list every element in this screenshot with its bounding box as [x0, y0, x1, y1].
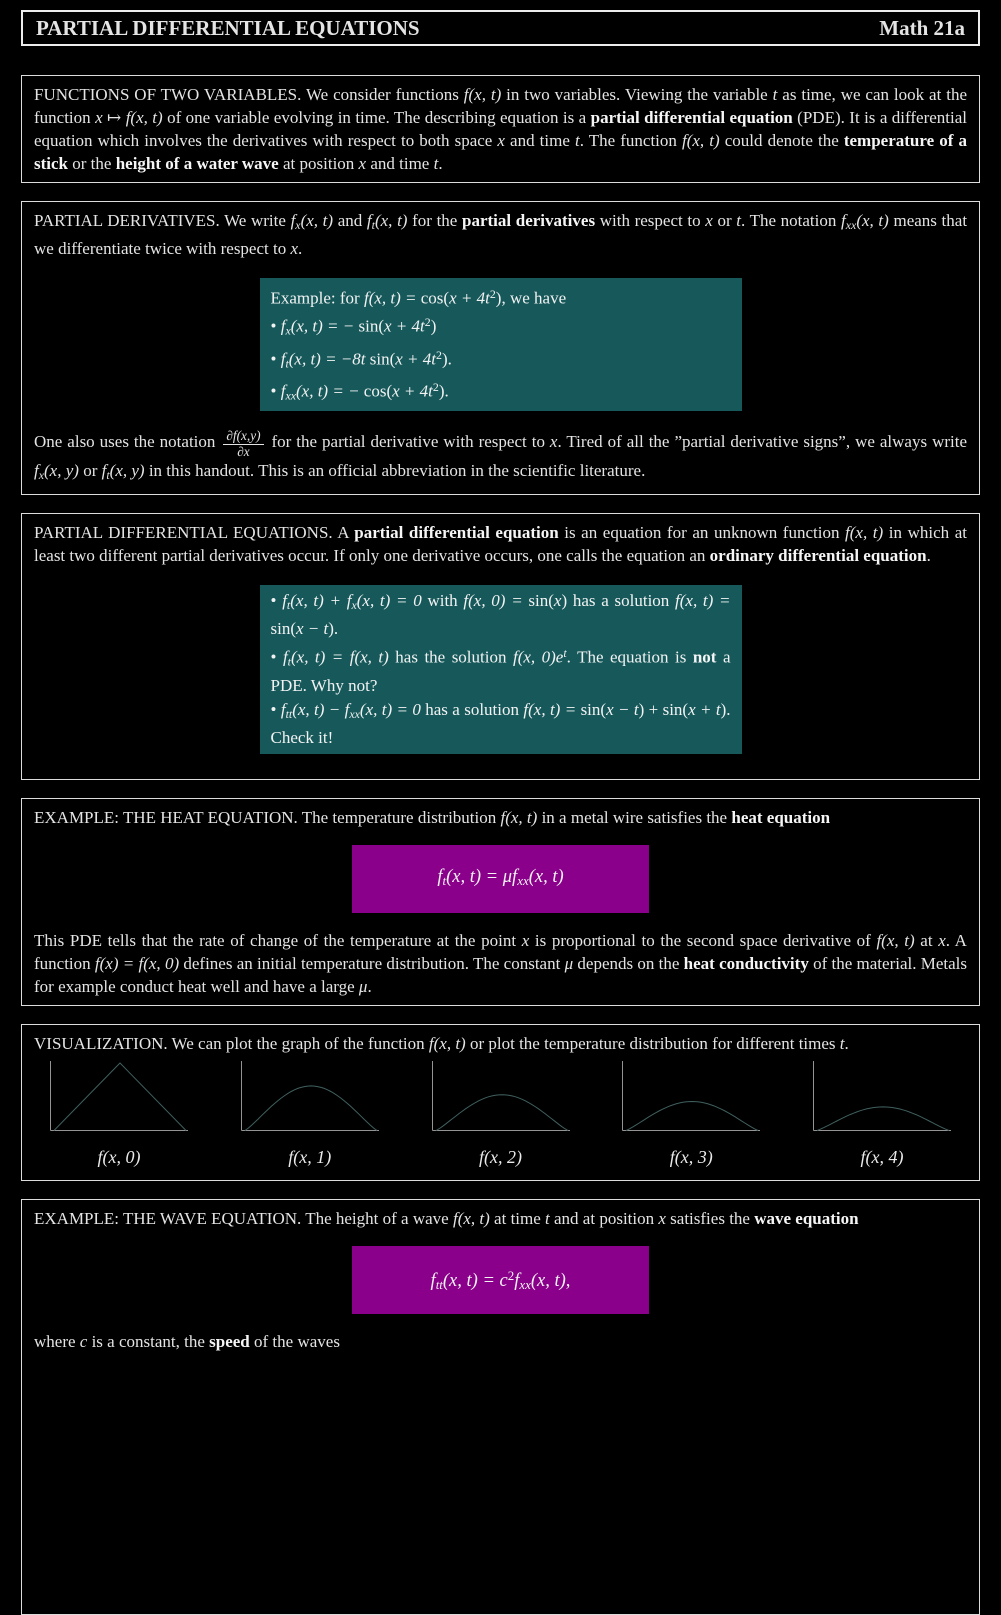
- plot-canvas: [813, 1060, 951, 1131]
- wave-equation-box: ftt(x, t) = c2fxx(x, t),: [352, 1245, 649, 1314]
- section-partial-derivatives: PARTIAL DERIVATIVES. We write fx(x, t) a…: [21, 201, 980, 496]
- plot-canvas: [622, 1060, 761, 1131]
- example-list-item: • ft(x, t) + fx(x, t) = 0 with f(x, 0) =…: [270, 591, 731, 639]
- plot-label: f(x, 1): [288, 1146, 332, 1167]
- course-label: Math 21a: [879, 16, 965, 40]
- section-wave-equation: EXAMPLE: THE WAVE EQUATION. The height o…: [21, 1198, 980, 1615]
- derivatives-note: One also uses the notation ∂f(x,y) ∂x for…: [34, 428, 967, 483]
- heat-equation: ft(x, t) = μfxx(x, t): [437, 866, 564, 888]
- page-title: PARTIAL DIFFERENTIAL EQUATIONS: [36, 16, 420, 40]
- plot: f(x, 3): [621, 1060, 761, 1169]
- example-list-item: • ftt(x, t) − fxx(x, t) = 0 has a soluti…: [270, 699, 731, 747]
- wave-outro: where c is a constant, the speed of the …: [34, 1331, 340, 1351]
- functions-paragraph: FUNCTIONS OF TWO VARIABLES. We consider …: [34, 85, 967, 173]
- plots-row: f(x, 0) f(x, 1) f(x, 2) f(x, 3) f(x, 4): [34, 1055, 967, 1173]
- temperature-curve: [435, 1093, 568, 1131]
- plot-label: f(x, 3): [669, 1146, 713, 1167]
- plot-label: f(x, 2): [479, 1146, 522, 1167]
- derivatives-intro: PARTIAL DERIVATIVES. We write fx(x, t) a…: [34, 211, 968, 258]
- visualization-intro: VISUALIZATION. We can plot the graph of …: [34, 1033, 849, 1053]
- wave-equation: ftt(x, t) = c2fxx(x, t),: [430, 1267, 571, 1292]
- plot: f(x, 1): [240, 1060, 380, 1169]
- plot-label: f(x, 4): [860, 1146, 904, 1167]
- plot-canvas: [50, 1060, 188, 1131]
- example-list-item: Example: for f(x, t) = cos(x + 4t2), we …: [270, 286, 567, 308]
- temperature-curve: [53, 1061, 187, 1131]
- section-partial-differential-equations: PARTIAL DIFFERENTIAL EQUATIONS. A partia…: [21, 513, 980, 780]
- heat-equation-box: ft(x, t) = μfxx(x, t): [352, 844, 649, 913]
- header-box: PARTIAL DIFFERENTIAL EQUATIONS Math 21a: [21, 10, 980, 46]
- wave-intro: EXAMPLE: THE WAVE EQUATION. The height o…: [34, 1208, 859, 1228]
- plot: f(x, 4): [812, 1060, 952, 1169]
- section-visualization: VISUALIZATION. We can plot the graph of …: [21, 1023, 980, 1181]
- inline-fraction: ∂f(x,y) ∂x: [223, 429, 264, 459]
- section-heat-equation: EXAMPLE: THE HEAT EQUATION. The temperat…: [21, 797, 980, 1006]
- example-list-item: • fxx(x, t) = − cos(x + 4t2).: [270, 379, 449, 403]
- derivatives-example-box: Example: for f(x, t) = cos(x + 4t2), we …: [259, 277, 742, 412]
- example-list-item: • ft(x, t) = −8t sin(x + 4t2).: [270, 347, 452, 370]
- plot-label: f(x, 0): [97, 1146, 141, 1167]
- temperature-curve: [626, 1100, 759, 1131]
- temperature-curve: [244, 1085, 378, 1131]
- heat-intro: EXAMPLE: THE HEAT EQUATION. The temperat…: [34, 807, 831, 827]
- section-functions-of-two-variables: FUNCTIONS OF TWO VARIABLES. We consider …: [21, 75, 980, 183]
- temperature-curve: [816, 1106, 950, 1131]
- example-list-item: • ft(x, t) = f(x, t) has the solution f(…: [270, 646, 731, 695]
- plot: f(x, 2): [431, 1060, 571, 1169]
- pde-example-box: • ft(x, t) + fx(x, t) = 0 with f(x, 0) =…: [259, 585, 742, 754]
- plot-canvas: [431, 1060, 570, 1131]
- example-list-item: • fx(x, t) = − sin(x + 4t2): [270, 315, 437, 338]
- plot: f(x, 0): [49, 1060, 189, 1169]
- heat-paragraph: This PDE tells that the rate of change o…: [34, 930, 968, 996]
- pde-intro: PARTIAL DIFFERENTIAL EQUATIONS. A partia…: [34, 523, 967, 566]
- plot-canvas: [240, 1060, 379, 1131]
